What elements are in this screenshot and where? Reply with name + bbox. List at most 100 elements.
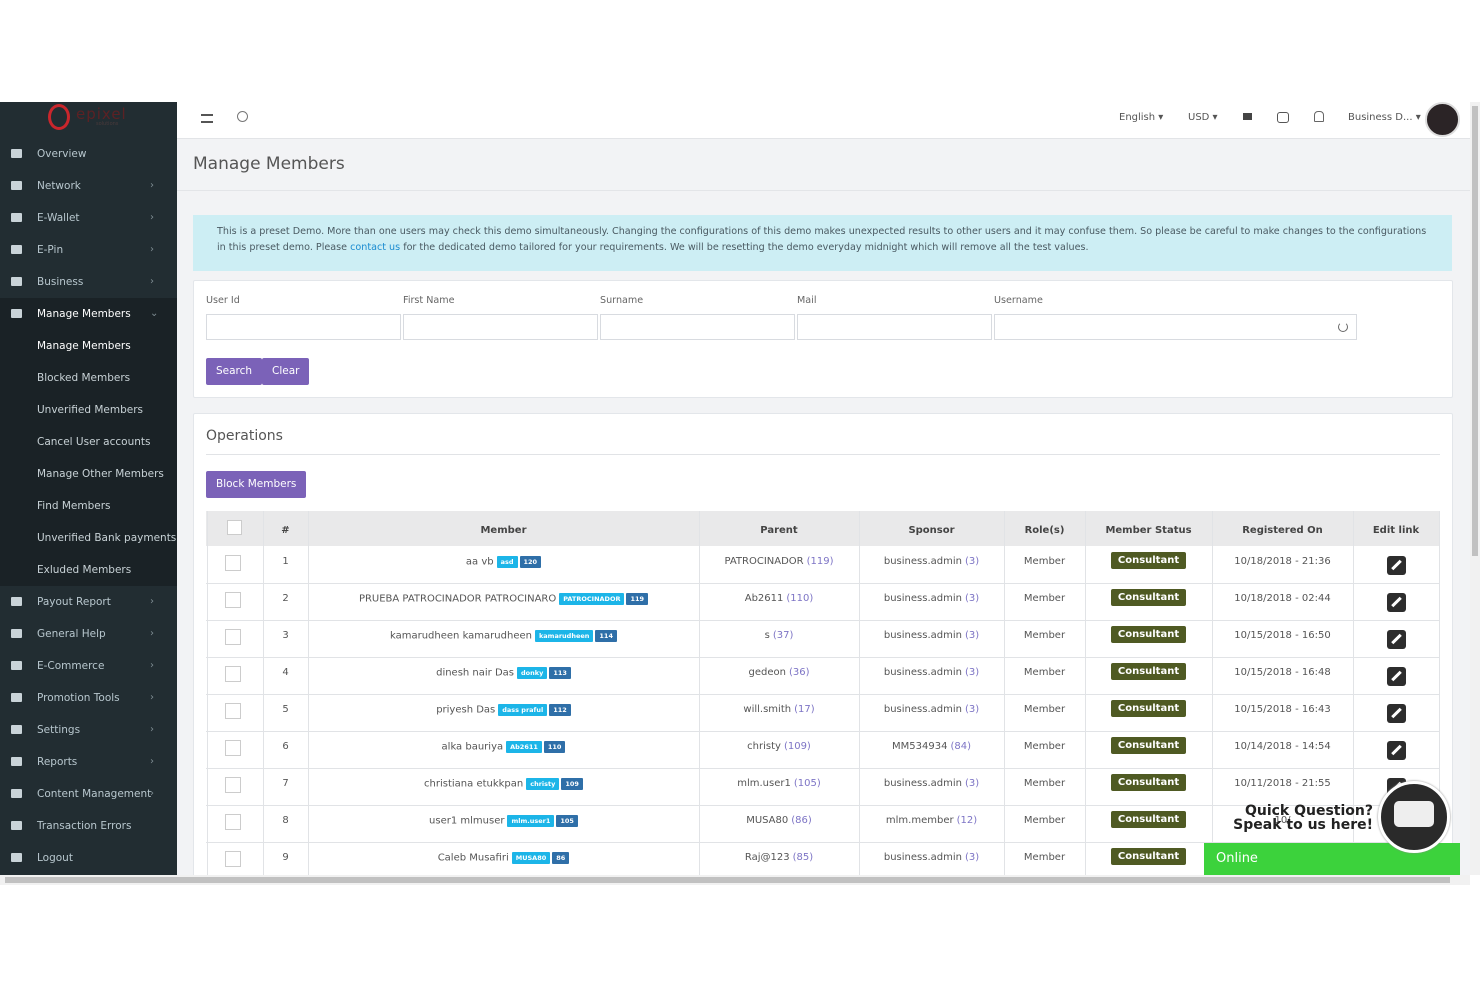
nav-item[interactable]: E-Commerce › bbox=[0, 650, 177, 682]
subnav-item[interactable]: Cancel User accounts bbox=[0, 426, 177, 458]
chat-text[interactable]: Quick Question? Speak to us here! bbox=[1200, 804, 1373, 832]
parent-id[interactable]: (110) bbox=[786, 593, 814, 604]
checkbox[interactable] bbox=[225, 777, 241, 793]
nav-icon bbox=[11, 789, 22, 798]
logo-name: epixel bbox=[76, 105, 127, 123]
edit-button[interactable] bbox=[1387, 593, 1406, 612]
sponsor-cell: business.admin (3) bbox=[859, 556, 1004, 567]
button[interactable]: Block Members bbox=[206, 471, 307, 498]
sponsor-cell: business.admin (3) bbox=[859, 667, 1004, 678]
checkbox[interactable] bbox=[227, 520, 242, 535]
bell-icon[interactable] bbox=[1314, 111, 1324, 122]
nav-item[interactable]: Overview bbox=[0, 138, 177, 170]
text-input[interactable] bbox=[994, 314, 1357, 340]
sponsor-id[interactable]: (12) bbox=[956, 815, 978, 826]
sponsor-name: MM534934 bbox=[892, 741, 948, 752]
edit-button[interactable] bbox=[1387, 704, 1406, 723]
cart-icon[interactable] bbox=[1243, 113, 1252, 120]
column-header: Sponsor bbox=[908, 525, 955, 536]
sponsor-id[interactable]: (3) bbox=[964, 630, 980, 641]
nav-item[interactable]: General Help › bbox=[0, 618, 177, 650]
nav-item[interactable]: E-Wallet › bbox=[0, 202, 177, 234]
checkbox[interactable] bbox=[225, 740, 241, 756]
nav-item[interactable]: Transaction Errors bbox=[0, 810, 177, 842]
nav-label: Transaction Errors bbox=[37, 820, 132, 832]
subnav-item[interactable]: Manage Other Members bbox=[0, 458, 177, 490]
checkbox[interactable] bbox=[225, 703, 241, 719]
username-tag: asd bbox=[496, 556, 518, 568]
parent-id[interactable]: (119) bbox=[806, 556, 834, 567]
role: Member bbox=[1023, 815, 1066, 826]
nav-icon bbox=[11, 629, 22, 638]
registered-on: 10/15/2018 - 16:50 bbox=[1234, 630, 1331, 641]
subnav-item[interactable]: Unverified Bank payments bbox=[0, 522, 177, 554]
nav-item[interactable]: Payout Report › bbox=[0, 586, 177, 618]
edit-button[interactable] bbox=[1387, 630, 1406, 649]
sponsor-id[interactable]: (3) bbox=[964, 778, 980, 789]
status-cell: Consultant bbox=[1085, 774, 1212, 791]
parent-id[interactable]: (105) bbox=[793, 778, 821, 789]
edit-button[interactable] bbox=[1387, 741, 1406, 760]
contact-link[interactable]: contact us bbox=[350, 242, 401, 253]
nav-item[interactable]: Promotion Tools › bbox=[0, 682, 177, 714]
text-input[interactable] bbox=[403, 314, 598, 340]
checkbox[interactable] bbox=[225, 666, 241, 682]
subnav-item[interactable]: Find Members bbox=[0, 490, 177, 522]
checkbox[interactable] bbox=[225, 851, 241, 867]
user-menu[interactable]: Business D... ▾ bbox=[1348, 112, 1421, 123]
sponsor-id[interactable]: (3) bbox=[964, 852, 980, 863]
nav-item[interactable]: Reports › bbox=[0, 746, 177, 778]
chevron: ⌄ bbox=[150, 308, 159, 319]
sponsor-id[interactable]: (3) bbox=[964, 704, 980, 715]
parent-id[interactable]: (86) bbox=[791, 815, 812, 826]
sponsor-id[interactable]: (3) bbox=[964, 593, 980, 604]
h-scrollbar[interactable] bbox=[0, 875, 1470, 885]
edit-button[interactable] bbox=[1387, 556, 1406, 575]
sponsor-id[interactable]: (3) bbox=[964, 556, 980, 567]
parent-id[interactable]: (109) bbox=[783, 741, 811, 752]
column-border bbox=[859, 511, 860, 875]
nav-item[interactable]: Logout bbox=[0, 842, 177, 874]
parent-id[interactable]: (17) bbox=[794, 704, 815, 715]
mail-icon[interactable] bbox=[1277, 112, 1289, 123]
pencil-icon bbox=[1391, 707, 1402, 719]
parent-id[interactable]: (85) bbox=[792, 852, 814, 863]
subnav-item[interactable]: Unverified Members bbox=[0, 394, 177, 426]
edit-button[interactable] bbox=[1387, 667, 1406, 686]
checkbox[interactable] bbox=[225, 592, 241, 608]
menu-toggle[interactable] bbox=[201, 114, 213, 123]
sponsor-id[interactable]: (84) bbox=[950, 741, 971, 752]
nav-item[interactable]: Network › bbox=[0, 170, 177, 202]
currency-select[interactable]: USD ▾ bbox=[1188, 112, 1218, 123]
subnav-item[interactable]: Blocked Members bbox=[0, 362, 177, 394]
id-tag: 109 bbox=[561, 778, 583, 790]
profile-icon[interactable] bbox=[237, 111, 248, 122]
subnav-item[interactable]: Exluded Members bbox=[0, 554, 177, 586]
status-cell: Consultant bbox=[1085, 589, 1212, 606]
username-tag: MUSA80 bbox=[511, 852, 551, 864]
parent-id[interactable]: (37) bbox=[772, 630, 794, 641]
v-scrollbar[interactable] bbox=[1470, 102, 1480, 875]
subnav-item[interactable]: Manage Members bbox=[0, 330, 177, 362]
checkbox[interactable] bbox=[225, 555, 241, 571]
sponsor-id[interactable]: (3) bbox=[964, 667, 980, 678]
text-input[interactable] bbox=[600, 314, 795, 340]
checkbox[interactable] bbox=[225, 629, 241, 645]
button[interactable]: Clear bbox=[262, 358, 310, 385]
parent-id[interactable]: (36) bbox=[788, 667, 810, 678]
nav-item[interactable]: Business › bbox=[0, 266, 177, 298]
nav-item[interactable]: E-Pin › bbox=[0, 234, 177, 266]
nav-item[interactable]: Settings › bbox=[0, 714, 177, 746]
button[interactable]: Search bbox=[206, 358, 263, 385]
nav-label: General Help bbox=[37, 628, 106, 640]
avatar[interactable] bbox=[1425, 102, 1460, 137]
nav-label: E-Pin bbox=[37, 244, 64, 256]
text-input[interactable] bbox=[797, 314, 992, 340]
nav-item[interactable]: Content Management › bbox=[0, 778, 177, 810]
chat-bubble[interactable] bbox=[1378, 781, 1450, 853]
nav-item[interactable]: Manage Members ⌄ bbox=[0, 298, 177, 330]
text-input[interactable] bbox=[206, 314, 401, 340]
language-select[interactable]: English ▾ bbox=[1119, 112, 1164, 123]
checkbox[interactable] bbox=[225, 814, 241, 830]
row-border bbox=[206, 731, 1439, 732]
